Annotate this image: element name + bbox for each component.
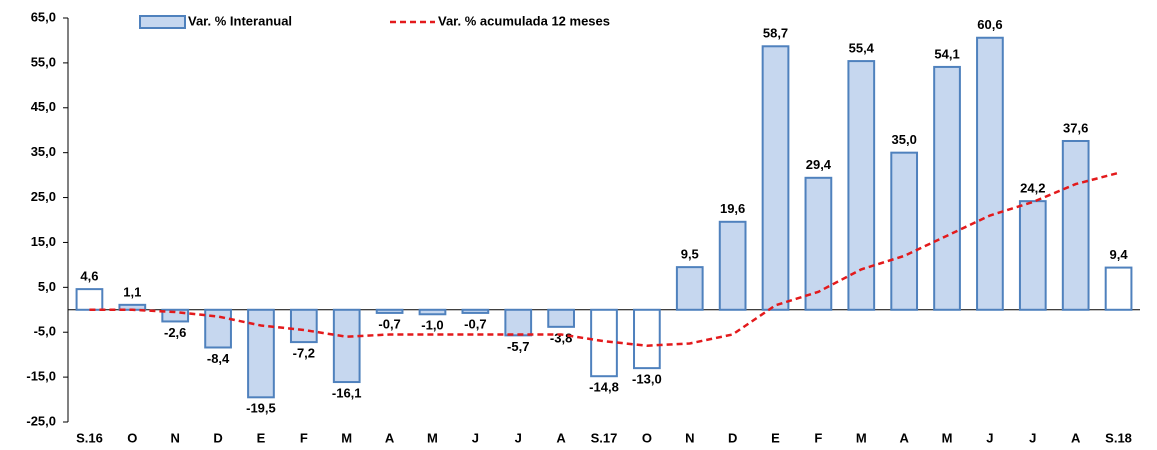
y-tick-label: 35,0 (31, 144, 56, 159)
bar (289, 308, 318, 344)
bar (847, 60, 876, 311)
data-label: -19,5 (246, 401, 276, 416)
data-label: 19,6 (720, 201, 745, 216)
bar (204, 308, 232, 349)
x-tick-label: M (856, 430, 867, 445)
data-label: 9,4 (1110, 247, 1129, 262)
y-tick-label: 65,0 (31, 9, 56, 24)
x-tick-label: S.17 (591, 430, 618, 445)
data-label: -0,7 (378, 316, 400, 331)
x-tick-label: D (728, 430, 737, 445)
x-tick-label: J (1029, 430, 1036, 445)
bar (590, 308, 618, 378)
data-label: -1,0 (421, 318, 443, 333)
x-tick-label: E (257, 430, 266, 445)
bar (504, 308, 533, 337)
x-tick-label: N (685, 430, 694, 445)
data-label: -8,4 (207, 351, 230, 366)
x-tick-label: O (127, 430, 137, 445)
x-tick-label: F (814, 430, 822, 445)
bar (461, 308, 490, 314)
data-label: 54,1 (934, 46, 959, 61)
x-tick-label: J (472, 430, 479, 445)
data-label: -3,8 (550, 330, 572, 345)
data-label: 9,5 (681, 247, 699, 262)
x-tick-label: A (385, 430, 395, 445)
x-tick-label: O (642, 430, 652, 445)
bar (804, 176, 833, 311)
bar (675, 266, 704, 311)
y-tick-label: 5,0 (38, 279, 56, 294)
bar (375, 308, 404, 314)
bar (718, 220, 747, 311)
x-tick-label: J (515, 430, 522, 445)
bar (633, 308, 661, 370)
data-label: -14,8 (589, 380, 619, 395)
x-tick-label: A (1071, 430, 1081, 445)
x-tick-label: M (427, 430, 438, 445)
y-tick-label: 15,0 (31, 234, 56, 249)
y-tick-label: -5,0 (34, 324, 56, 339)
x-tick-label: M (341, 430, 352, 445)
y-tick-label: -25,0 (26, 413, 56, 428)
data-label: 24,2 (1020, 181, 1045, 196)
bar (75, 288, 104, 311)
data-label: -16,1 (332, 385, 362, 400)
x-tick-label: A (556, 430, 566, 445)
data-label: 35,0 (892, 132, 917, 147)
data-label: -13,0 (632, 372, 662, 387)
bar (1018, 200, 1047, 311)
y-tick-label: 55,0 (31, 54, 56, 69)
legend-swatch (139, 15, 186, 29)
bar (1104, 266, 1133, 311)
line (89, 171, 1119, 347)
bar (761, 45, 790, 311)
bar (332, 308, 361, 384)
data-label: -5,7 (507, 339, 529, 354)
legend-label: Var. % acumulada 12 meses (438, 13, 610, 28)
data-label: 4,6 (80, 269, 98, 284)
x-tick-label: M (942, 430, 953, 445)
x-tick-label: S.16 (76, 430, 103, 445)
x-tick-label: E (771, 430, 780, 445)
data-label: -7,2 (293, 346, 315, 361)
bar (161, 308, 190, 323)
data-label: 1,1 (123, 284, 141, 299)
bar (547, 308, 575, 328)
y-tick-label: 25,0 (31, 189, 56, 204)
legend-label: Var. % Interanual (188, 13, 292, 28)
x-tick-label: A (899, 430, 909, 445)
data-label: 58,7 (763, 26, 788, 41)
x-tick-label: S.18 (1105, 430, 1132, 445)
bar (1061, 139, 1090, 311)
bar (976, 36, 1004, 311)
x-tick-label: D (213, 430, 222, 445)
bar (890, 151, 919, 311)
y-tick-label: -15,0 (26, 369, 56, 384)
y-tick-label: 45,0 (31, 99, 56, 114)
x-tick-label: J (986, 430, 993, 445)
data-label: -0,7 (464, 316, 486, 331)
x-tick-label: F (300, 430, 308, 445)
data-label: 29,4 (806, 157, 832, 172)
bar (418, 308, 447, 316)
data-label: 55,4 (849, 41, 875, 56)
data-label: 37,6 (1063, 120, 1088, 135)
bar (933, 65, 961, 311)
data-label: 60,6 (977, 17, 1002, 32)
data-label: -2,6 (164, 325, 186, 340)
x-tick-label: N (171, 430, 180, 445)
